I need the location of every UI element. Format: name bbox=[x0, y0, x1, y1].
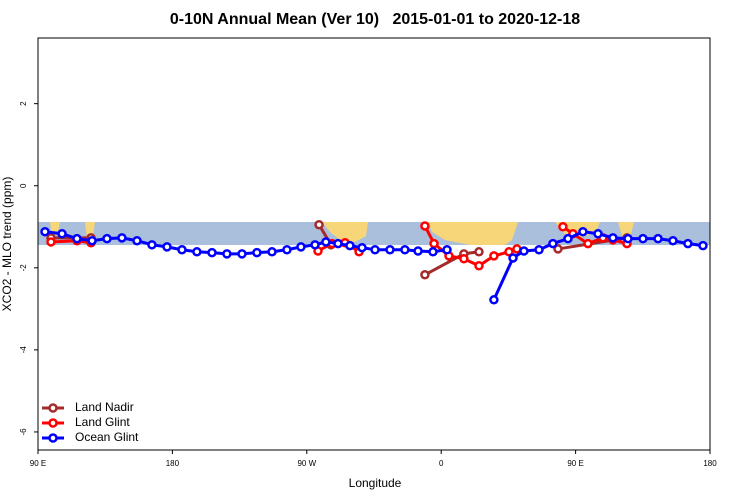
x-tick-label: 0 bbox=[439, 459, 444, 468]
data-point bbox=[489, 251, 499, 261]
y-tick-label: -6 bbox=[19, 428, 28, 436]
data-point bbox=[267, 247, 277, 257]
data-point bbox=[474, 260, 484, 271]
data-point bbox=[87, 235, 97, 246]
chart-title: 0-10N Annual Mean (Ver 10) 2015-01-01 to… bbox=[170, 11, 580, 28]
y-axis-label: XCO2 - MLO trend (ppm) bbox=[0, 177, 14, 312]
data-point bbox=[474, 247, 484, 257]
legend-label: Land Glint bbox=[75, 415, 130, 429]
legend-item: Ocean Glint bbox=[42, 430, 139, 444]
data-point bbox=[558, 222, 568, 232]
data-point bbox=[72, 233, 82, 244]
ocean-band bbox=[38, 222, 710, 245]
x-tick-label: 90 E bbox=[30, 459, 46, 468]
legend-marker bbox=[48, 403, 58, 413]
data-point bbox=[400, 244, 410, 255]
x-tick-label: 180 bbox=[166, 459, 180, 468]
data-point bbox=[504, 247, 514, 257]
data-point bbox=[321, 237, 331, 247]
plot-frame bbox=[37, 37, 711, 451]
data-point bbox=[442, 244, 452, 255]
legend-item: Land Nadir bbox=[42, 400, 134, 414]
data-point bbox=[117, 233, 127, 243]
x-tick-label: 90 W bbox=[297, 459, 316, 468]
data-point bbox=[413, 246, 423, 256]
land-shape bbox=[322, 222, 368, 242]
land-shape bbox=[428, 222, 518, 245]
data-point bbox=[296, 242, 306, 252]
data-point bbox=[698, 240, 708, 251]
y-tick-label: -4 bbox=[19, 346, 28, 354]
land-shape bbox=[618, 222, 634, 238]
data-point bbox=[653, 233, 663, 244]
data-point bbox=[553, 244, 563, 254]
data-point bbox=[385, 244, 395, 255]
legend-marker bbox=[48, 433, 58, 443]
data-point bbox=[668, 235, 678, 246]
data-point bbox=[548, 238, 558, 249]
data-point bbox=[519, 246, 529, 256]
x-tick-label: 90 E bbox=[567, 459, 583, 468]
data-point bbox=[534, 244, 544, 255]
legend-marker bbox=[48, 418, 58, 428]
data-point bbox=[623, 233, 633, 244]
data-point bbox=[102, 233, 112, 244]
data-point bbox=[177, 244, 187, 255]
data-point bbox=[459, 254, 469, 264]
data-point bbox=[314, 219, 324, 230]
data-point bbox=[192, 247, 202, 257]
data-point bbox=[282, 244, 292, 255]
y-tick-label: 2 bbox=[19, 101, 28, 106]
data-point bbox=[420, 221, 430, 231]
data-point bbox=[310, 240, 320, 250]
data-point bbox=[583, 238, 593, 249]
data-point bbox=[345, 240, 355, 251]
legend-label: Land Nadir bbox=[75, 400, 134, 414]
legend-label: Ocean Glint bbox=[75, 430, 139, 444]
data-point bbox=[429, 238, 439, 249]
y-tick-label: -2 bbox=[19, 264, 28, 272]
y-tick-label: 0 bbox=[19, 183, 28, 188]
data-point bbox=[252, 247, 262, 258]
x-tick-label: 180 bbox=[703, 459, 717, 468]
data-point bbox=[57, 228, 67, 239]
data-point bbox=[237, 249, 247, 259]
data-point bbox=[638, 233, 648, 244]
data-point bbox=[46, 237, 56, 247]
data-point bbox=[40, 226, 50, 237]
data-point bbox=[420, 270, 430, 280]
data-point bbox=[207, 247, 217, 258]
data-point bbox=[489, 295, 499, 305]
data-point bbox=[608, 233, 618, 243]
data-point bbox=[593, 228, 603, 239]
legend-item: Land Glint bbox=[42, 415, 130, 429]
data-point bbox=[357, 242, 367, 253]
data-point bbox=[370, 244, 380, 255]
x-axis-label: Longitude bbox=[349, 476, 402, 490]
map-band bbox=[38, 222, 710, 245]
data-point bbox=[563, 233, 573, 244]
data-point bbox=[147, 240, 157, 250]
data-point bbox=[508, 253, 518, 263]
data-point bbox=[683, 238, 693, 249]
data-point bbox=[162, 242, 172, 252]
data-point bbox=[428, 247, 438, 257]
data-point bbox=[578, 226, 588, 237]
data-point bbox=[222, 249, 232, 259]
data-point bbox=[333, 238, 343, 249]
data-point bbox=[132, 235, 142, 246]
